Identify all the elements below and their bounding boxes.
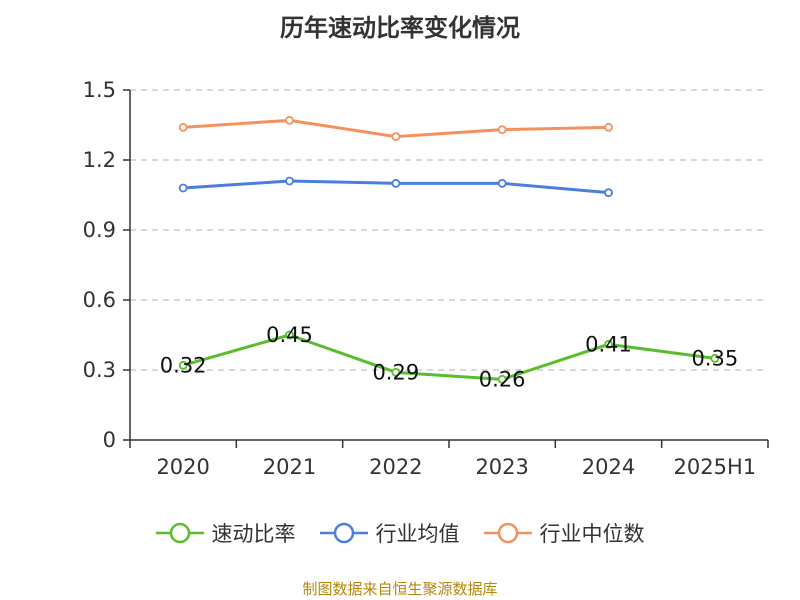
data-point <box>604 188 613 198</box>
series-1 <box>178 330 720 384</box>
series-line <box>182 333 716 381</box>
data-point <box>178 183 188 193</box>
legend-label: 速动比率 <box>211 522 296 546</box>
y-tick-label: 0.9 <box>83 218 116 242</box>
data-point <box>178 122 188 132</box>
legend-label: 行业均值 <box>375 522 460 546</box>
legend-swatch <box>483 522 532 544</box>
data-label: 0.35 <box>691 346 738 370</box>
data-label: 0.41 <box>585 332 632 356</box>
legend-swatch <box>319 522 368 544</box>
data-point <box>178 360 188 370</box>
x-tick-label: 2022 <box>369 455 422 479</box>
series-lines <box>178 115 720 384</box>
data-point <box>710 353 720 363</box>
legend-item[interactable]: 行业均值 <box>319 518 460 548</box>
data-point <box>285 176 294 186</box>
chart-title: 历年速动比率变化情况 <box>280 14 520 42</box>
series-3 <box>178 115 613 142</box>
legend-item[interactable]: 速动比率 <box>155 518 296 548</box>
data-label: 0.45 <box>266 323 313 347</box>
y-tick-label: 0.6 <box>83 288 116 312</box>
data-point <box>497 125 507 135</box>
y-tick-label: 0.3 <box>83 358 116 382</box>
data-point <box>604 339 613 349</box>
data-label: 0.26 <box>479 367 526 391</box>
data-labels: 0.32 0.45 0.29 0.26 0.41 0.35 <box>160 323 738 391</box>
x-axis: 2020 2021 2022 2023 2024 2025H1 <box>129 439 769 479</box>
data-point <box>497 374 507 384</box>
x-tick-label: 2024 <box>582 455 635 479</box>
legend-label: 行业中位数 <box>539 522 645 546</box>
data-label: 0.29 <box>372 360 419 384</box>
legend-swatch <box>155 522 204 544</box>
x-tick-label: 2025H1 <box>674 455 757 479</box>
data-point <box>285 330 294 340</box>
legend-item[interactable]: 行业中位数 <box>483 518 645 548</box>
data-label: 0.32 <box>160 353 207 377</box>
data-point <box>391 367 401 377</box>
data-point <box>497 178 507 188</box>
data-point <box>604 122 613 132</box>
y-axis: 0 0.3 0.6 0.9 1.2 1.5 <box>83 78 131 452</box>
data-point <box>285 115 294 125</box>
series-2 <box>178 176 613 198</box>
y-tick-label: 1.2 <box>83 148 116 172</box>
x-tick-label: 2020 <box>156 455 209 479</box>
y-tick-label: 0 <box>103 428 116 452</box>
legend: 速动比率 行业均值 行业中位数 <box>0 518 800 548</box>
gridlines <box>130 89 768 371</box>
y-tick-label: 1.5 <box>83 78 116 102</box>
data-point <box>391 132 401 142</box>
x-tick-label: 2023 <box>475 455 528 479</box>
source-note: 制图数据来自恒生聚源数据库 <box>302 580 498 598</box>
x-tick-label: 2021 <box>263 455 316 479</box>
data-point <box>391 178 401 188</box>
